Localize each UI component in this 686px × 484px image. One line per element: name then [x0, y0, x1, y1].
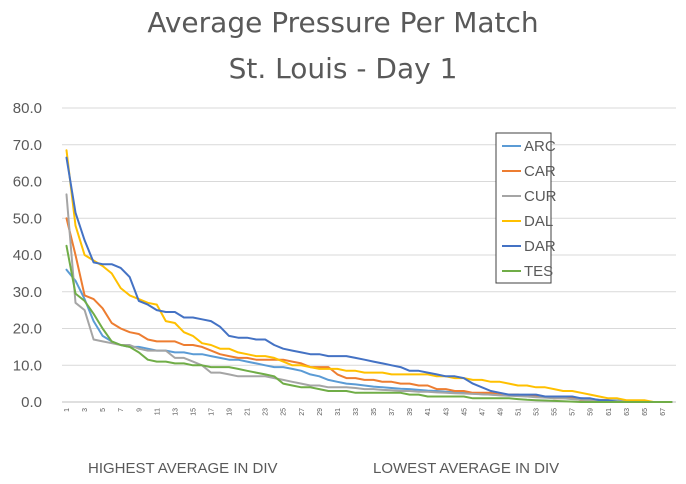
- x-tick-label: 1: [64, 408, 71, 412]
- x-tick-label: 23: [263, 408, 270, 416]
- legend-label-cur: CUR: [524, 188, 557, 205]
- y-tick-label: 10.0: [13, 357, 42, 374]
- x-tick-label: 57: [570, 408, 577, 416]
- x-tick-label: 31: [335, 408, 342, 416]
- x-tick-label: 11: [154, 408, 161, 415]
- x-tick-label: 59: [588, 408, 595, 416]
- x-tick-label: 27: [299, 408, 306, 416]
- x-tick-label: 43: [443, 408, 450, 416]
- x-tick-label: 7: [118, 408, 125, 412]
- x-tick-label: 25: [281, 408, 288, 416]
- y-tick-label: 80.0: [13, 100, 42, 117]
- series-lines: [65, 149, 673, 403]
- series-line-dal: [65, 149, 673, 403]
- x-tick-label: 19: [227, 408, 234, 416]
- x-tick-label: 51: [515, 408, 522, 416]
- legend-label-tes: TES: [524, 263, 553, 280]
- x-tick-label: 67: [660, 408, 667, 416]
- y-tick-label: 0.0: [21, 394, 42, 411]
- y-tick-label: 20.0: [13, 321, 42, 338]
- x-tick-label: 5: [100, 408, 107, 412]
- x-tick-label: 49: [497, 408, 504, 416]
- bottom-label-right: LOWEST AVERAGE IN DIV: [373, 460, 559, 477]
- x-tick-label: 13: [172, 408, 179, 416]
- y-axis-ticks: 0.0 10.0 20.0 30.0 40.0 50.0 60.0 70.0 80.0: [13, 100, 42, 411]
- legend-label-arc: ARC: [524, 138, 556, 155]
- series-line-dar: [65, 156, 673, 403]
- x-tick-label: 39: [407, 408, 414, 416]
- x-tick-label: 63: [624, 408, 631, 416]
- x-tick-label: 33: [353, 408, 360, 416]
- x-axis-ticks: 1 3 5 7 9 11 13 15 17 19 21 23 25 27 29 31 33 35 37 39 41 43 4…: [64, 408, 667, 416]
- x-tick-label: 37: [389, 408, 396, 416]
- x-tick-label: 3: [82, 408, 89, 412]
- legend: ARC CAR CUR DAL DAR TES: [495, 132, 557, 284]
- x-tick-label: 55: [552, 408, 559, 416]
- gridlines: [62, 107, 676, 403]
- x-tick-label: 41: [425, 408, 432, 416]
- legend-label-car: CAR: [524, 163, 556, 180]
- x-tick-label: 47: [479, 408, 486, 416]
- series-line-tes: [65, 244, 673, 403]
- series-line-cur: [65, 193, 673, 403]
- legend-label-dal: DAL: [524, 213, 553, 230]
- series-line-arc: [65, 268, 673, 403]
- x-tick-label: 61: [606, 408, 613, 416]
- x-tick-label: 21: [245, 408, 252, 416]
- y-tick-label: 40.0: [13, 247, 42, 264]
- y-tick-label: 50.0: [13, 210, 42, 227]
- x-tick-label: 35: [371, 408, 378, 416]
- x-tick-label: 9: [136, 408, 143, 412]
- bottom-label-left: HIGHEST AVERAGE IN DIV: [88, 460, 278, 477]
- y-tick-label: 60.0: [13, 174, 42, 191]
- y-tick-label: 30.0: [13, 284, 42, 301]
- y-tick-label: 70.0: [13, 137, 42, 154]
- x-tick-label: 15: [190, 408, 197, 416]
- x-tick-label: 53: [534, 408, 541, 416]
- chart-title: Average Pressure Per Match: [147, 6, 538, 39]
- x-tick-label: 17: [208, 408, 215, 416]
- x-tick-label: 29: [317, 408, 324, 416]
- legend-box: [495, 132, 552, 284]
- x-tick-label: 65: [642, 408, 649, 416]
- legend-label-dar: DAR: [524, 238, 556, 255]
- x-tick-label: 45: [461, 408, 468, 416]
- chart-subtitle: St. Louis - Day 1: [229, 52, 458, 85]
